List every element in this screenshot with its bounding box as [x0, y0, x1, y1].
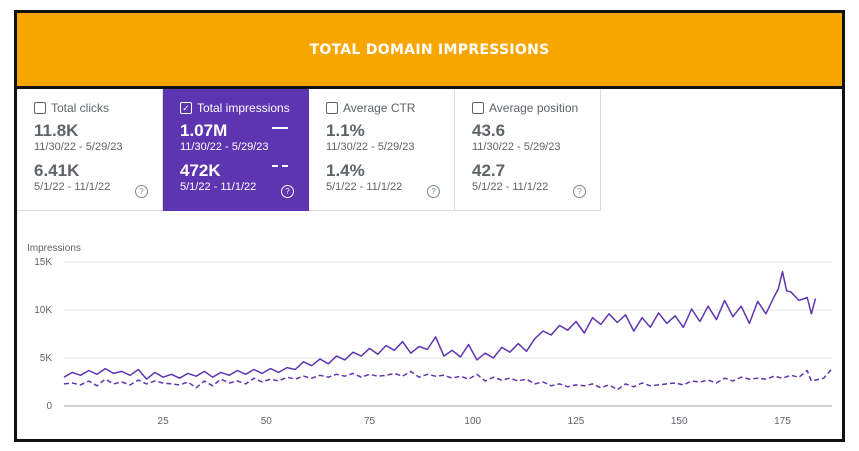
report-frame: TOTAL DOMAIN IMPRESSIONS Total clicks 11… — [14, 10, 845, 442]
dashed-line-legend-icon — [272, 165, 288, 167]
previous-value: 6.41K — [34, 161, 80, 180]
previous-range: 5/1/22 - 11/1/22 — [180, 181, 257, 193]
help-icon[interactable]: ? — [281, 185, 294, 198]
previous-period-line — [63, 368, 833, 391]
solid-line-legend-icon — [272, 127, 288, 129]
x-tick-label: 50 — [261, 416, 273, 427]
y-tick-label: 10K — [34, 305, 52, 316]
x-tick-label: 125 — [568, 416, 585, 427]
previous-range: 5/1/22 - 11/1/22 — [34, 181, 111, 193]
checkbox-icon[interactable] — [34, 102, 46, 114]
card-header: Average position — [472, 101, 578, 115]
y-tick-label: 15K — [34, 257, 52, 268]
current-range: 11/30/22 - 5/29/23 — [326, 141, 415, 153]
card-header: Average CTR — [326, 101, 415, 115]
y-tick-label: 5K — [40, 353, 53, 364]
x-tick-label: 75 — [364, 416, 376, 427]
previous-value: 472K — [180, 161, 221, 180]
card-total-clicks[interactable]: Total clicks 11.8K 11/30/22 - 5/29/23 6.… — [17, 89, 163, 211]
card-header: ✓ Total impressions — [180, 101, 290, 115]
card-header: Total clicks — [34, 101, 109, 115]
checkbox-icon[interactable] — [472, 102, 484, 114]
previous-value: 1.4% — [326, 161, 365, 180]
current-range: 11/30/22 - 5/29/23 — [180, 141, 269, 153]
x-tick-label: 100 — [464, 416, 481, 427]
x-tick-label: 175 — [774, 416, 791, 427]
current-range: 11/30/22 - 5/29/23 — [472, 141, 561, 153]
previous-range: 5/1/22 - 11/1/22 — [326, 181, 403, 193]
current-range: 11/30/22 - 5/29/23 — [34, 141, 123, 153]
checkbox-checked-icon[interactable]: ✓ — [180, 102, 192, 114]
metric-cards: Total clicks 11.8K 11/30/22 - 5/29/23 6.… — [17, 89, 842, 211]
banner-title: TOTAL DOMAIN IMPRESSIONS — [309, 41, 550, 58]
current-value: 43.6 — [472, 121, 506, 140]
help-icon[interactable]: ? — [427, 185, 440, 198]
card-total-impressions[interactable]: ✓ Total impressions 1.07M 11/30/22 - 5/2… — [163, 89, 309, 211]
y-tick-label: 0 — [46, 401, 52, 412]
y-axis-title: Impressions — [27, 243, 81, 254]
previous-range: 5/1/22 - 11/1/22 — [472, 181, 549, 193]
card-label: Total clicks — [51, 101, 110, 115]
card-average-ctr[interactable]: Average CTR 1.1% 11/30/22 - 5/29/23 1.4%… — [309, 89, 455, 211]
x-tick-label: 25 — [158, 416, 170, 427]
help-icon[interactable]: ? — [573, 185, 586, 198]
current-period-line — [63, 270, 817, 380]
card-average-position[interactable]: Average position 43.6 11/30/22 - 5/29/23… — [455, 89, 601, 211]
card-label: Average CTR — [343, 101, 416, 115]
x-tick-label: 150 — [671, 416, 688, 427]
current-value: 11.8K — [34, 121, 79, 140]
title-banner: TOTAL DOMAIN IMPRESSIONS — [17, 13, 842, 89]
help-icon[interactable]: ? — [135, 185, 148, 198]
card-label: Average position — [489, 101, 579, 115]
checkbox-icon[interactable] — [326, 102, 338, 114]
impressions-chart: Impressions 0 5K 10K 15K 25 50 75 100 125 150 175 — [27, 243, 833, 427]
card-label: Total impressions — [197, 101, 290, 115]
previous-value: 42.7 — [472, 161, 506, 180]
current-value: 1.07M — [180, 121, 228, 140]
current-value: 1.1% — [326, 121, 365, 140]
